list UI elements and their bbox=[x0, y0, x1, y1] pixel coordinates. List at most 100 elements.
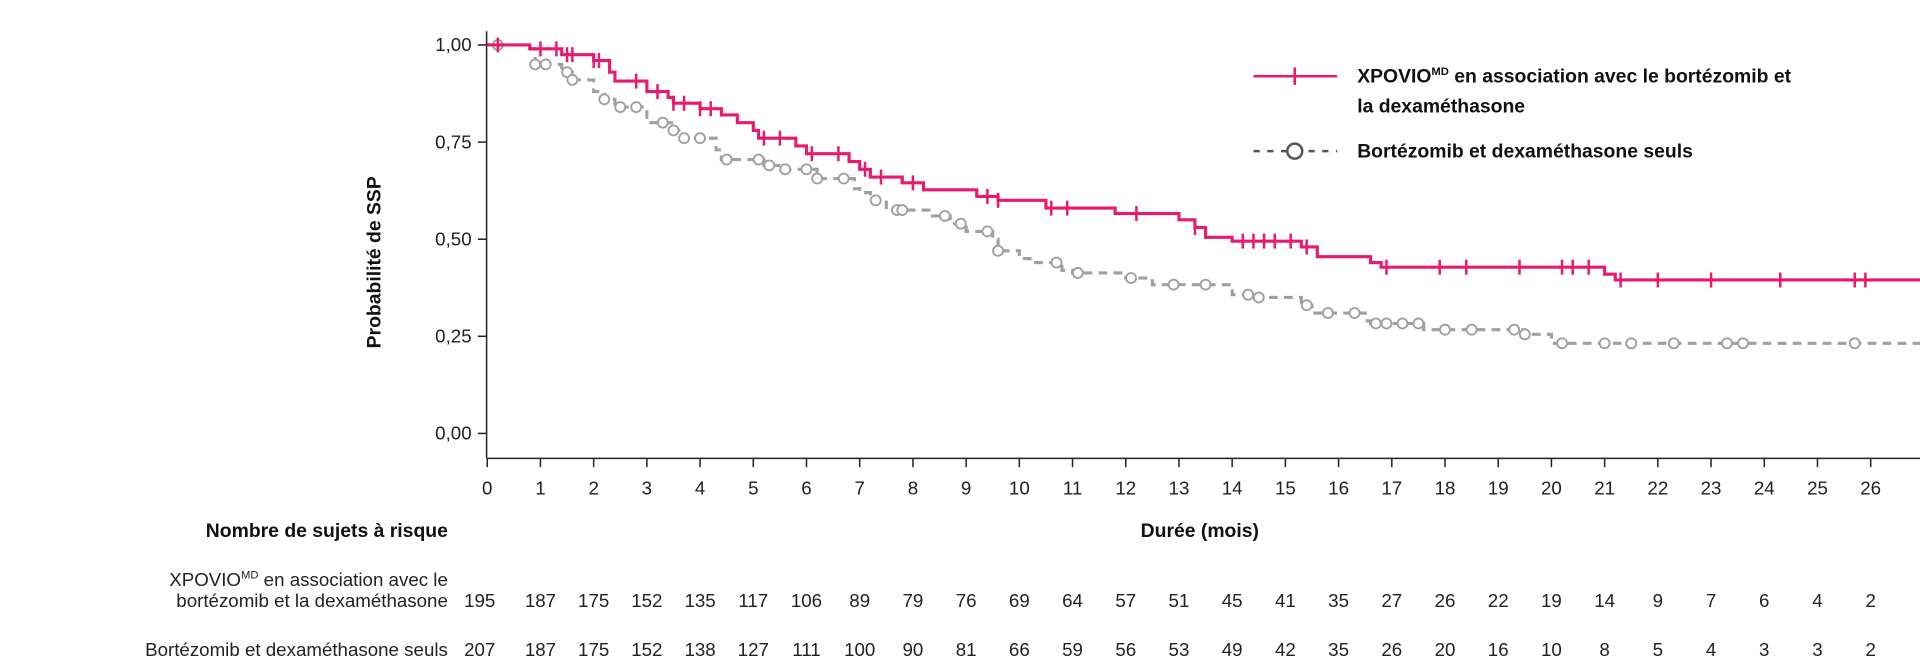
x-tick-label: 12 bbox=[1115, 478, 1136, 499]
censor-mark bbox=[1396, 317, 1409, 330]
censor-mark bbox=[896, 204, 909, 216]
censor-mark bbox=[811, 172, 824, 185]
censor-mark bbox=[837, 172, 850, 185]
x-tick-label: 6 bbox=[801, 478, 811, 499]
x-tick-label: 15 bbox=[1275, 478, 1296, 499]
axes bbox=[485, 31, 1920, 460]
censor-mark bbox=[1125, 272, 1138, 284]
censor-mark bbox=[614, 101, 627, 114]
censor-mark bbox=[1848, 337, 1861, 350]
x-tick-label: 22 bbox=[1647, 478, 1668, 499]
censor-mark bbox=[1242, 288, 1255, 301]
risk-value: 22 bbox=[1488, 590, 1509, 611]
risk-value: 20 bbox=[1435, 639, 1456, 660]
x-tick-label: 20 bbox=[1541, 478, 1562, 499]
censor-mark bbox=[800, 163, 813, 176]
risk-value: 4 bbox=[1706, 639, 1716, 660]
censor-mark bbox=[529, 58, 542, 71]
censor-mark bbox=[1439, 323, 1451, 336]
risk-table: Nombre de sujets à risque XPOVIOMD en as… bbox=[145, 520, 1876, 660]
censor-mark bbox=[539, 58, 552, 71]
risk-value: 49 bbox=[1222, 639, 1243, 660]
risk-value: 175 bbox=[578, 590, 609, 611]
risk-value: 64 bbox=[1062, 590, 1083, 611]
x-tick-label: 1 bbox=[535, 478, 545, 499]
censor-mark bbox=[1199, 278, 1212, 291]
censor-mark bbox=[1380, 317, 1393, 330]
censor-mark bbox=[752, 153, 765, 166]
x-tick-label: 26 bbox=[1860, 478, 1881, 499]
x-tick-label: 18 bbox=[1435, 478, 1456, 499]
legend-item-xpovio: XPOVIOMD en association avec le bortézom… bbox=[1253, 65, 1792, 117]
x-tick-label: 0 bbox=[482, 478, 492, 499]
risk-value: 90 bbox=[902, 639, 923, 660]
censor-mark bbox=[763, 159, 776, 172]
censor-mark bbox=[1667, 337, 1680, 350]
risk-value: 100 bbox=[844, 639, 875, 660]
censor-mark bbox=[1300, 299, 1313, 312]
censor-mark bbox=[1465, 323, 1478, 336]
risk-value: 16 bbox=[1488, 639, 1509, 660]
risk-value: 19 bbox=[1541, 590, 1562, 611]
legend-label-xpovio: XPOVIOMD en association avec le bortézom… bbox=[1357, 65, 1791, 87]
censor-mark bbox=[1252, 291, 1265, 304]
risk-value: 187 bbox=[525, 639, 556, 660]
x-tick-label: 14 bbox=[1222, 478, 1243, 499]
censor-mark bbox=[1322, 307, 1334, 319]
km-curve-bortezomib bbox=[487, 43, 1920, 345]
x-tick-label: 8 bbox=[908, 478, 918, 499]
x-ticks: 0 1 2 3 4 5 6 7 8 9 10 11 12 13 14 15 16 17 18 19 20 21 22 23 24… bbox=[482, 458, 1881, 499]
x-tick-label: 23 bbox=[1701, 478, 1722, 499]
risk-row-label-xpovio-line2: bortézomib et la dexaméthasone bbox=[176, 590, 448, 611]
censor-mark bbox=[561, 66, 573, 79]
y-ticks: 0,00 0,25 0,50 0,75 1,00 bbox=[435, 34, 487, 444]
risk-value: 69 bbox=[1009, 590, 1030, 611]
risk-value: 138 bbox=[684, 639, 715, 660]
curves bbox=[487, 37, 1920, 350]
censor-mark bbox=[598, 93, 611, 106]
y-tick-label: 0,00 bbox=[435, 423, 471, 444]
x-tick-label: 7 bbox=[854, 478, 864, 499]
censor-mark bbox=[656, 116, 669, 129]
risk-value: 26 bbox=[1381, 639, 1402, 660]
censor-mark bbox=[981, 225, 994, 238]
risk-value: 2 bbox=[1865, 590, 1875, 611]
risk-value: 5 bbox=[1653, 639, 1663, 660]
risk-value: 45 bbox=[1222, 590, 1243, 611]
risk-value: 127 bbox=[738, 639, 769, 660]
x-tick-label: 13 bbox=[1169, 478, 1190, 499]
legend-censor-circle bbox=[1286, 142, 1304, 160]
risk-value: 35 bbox=[1328, 590, 1349, 611]
risk-value: 187 bbox=[525, 590, 556, 611]
risk-value: 35 bbox=[1328, 639, 1349, 660]
risk-table-title: Nombre de sujets à risque bbox=[206, 520, 448, 542]
censor-mark bbox=[1071, 267, 1084, 279]
risk-value: 106 bbox=[791, 590, 822, 611]
y-tick-label: 0,50 bbox=[435, 228, 471, 249]
risk-value: 152 bbox=[631, 590, 662, 611]
legend: XPOVIOMD en association avec le bortézom… bbox=[1253, 65, 1792, 162]
risk-value: 53 bbox=[1169, 639, 1190, 660]
risk-value: 3 bbox=[1812, 639, 1822, 660]
risk-value: 14 bbox=[1594, 590, 1615, 611]
x-tick-label: 5 bbox=[748, 478, 758, 499]
censor-mark bbox=[869, 194, 882, 207]
risk-value: 207 bbox=[464, 639, 495, 660]
risk-value: 51 bbox=[1169, 590, 1190, 611]
censor-mark bbox=[1556, 337, 1569, 350]
x-tick-label: 25 bbox=[1807, 478, 1828, 499]
censor-mark bbox=[992, 244, 1004, 257]
x-tick-label: 19 bbox=[1488, 478, 1509, 499]
risk-value: 59 bbox=[1062, 639, 1083, 660]
risk-value: 57 bbox=[1115, 590, 1136, 611]
x-tick-label: 9 bbox=[961, 478, 971, 499]
risk-value: 27 bbox=[1381, 590, 1402, 611]
risk-value: 76 bbox=[956, 590, 977, 611]
censor-mark bbox=[1508, 323, 1521, 336]
risk-value: 66 bbox=[1009, 639, 1030, 660]
risk-value: 3 bbox=[1759, 639, 1769, 660]
censor-mark bbox=[1518, 328, 1531, 341]
risk-value: 152 bbox=[631, 639, 662, 660]
risk-value: 8 bbox=[1599, 639, 1609, 660]
